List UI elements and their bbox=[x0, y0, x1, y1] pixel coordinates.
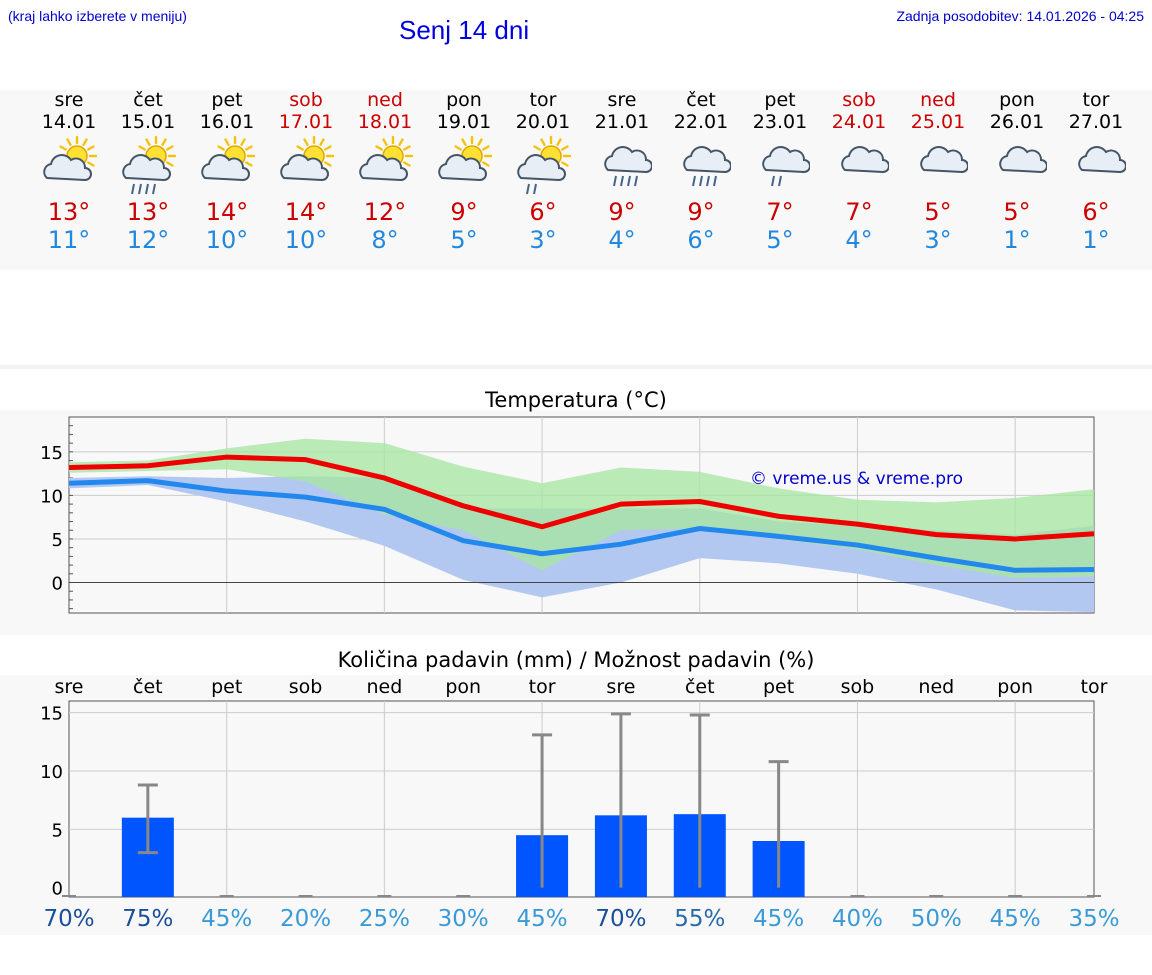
weather-sun-cloud-icon bbox=[355, 135, 415, 196]
weather-sun-cloud-rain-icon bbox=[118, 135, 178, 196]
temp-min: 10° bbox=[284, 226, 328, 254]
temp-max: 7° bbox=[766, 198, 794, 226]
location-hint: (kraj lahko izberete v meniju) bbox=[8, 8, 187, 24]
temp-max: 5° bbox=[1003, 198, 1031, 226]
temp-min: 11° bbox=[47, 226, 91, 254]
temp-band bbox=[0, 410, 1152, 635]
cloud-icon bbox=[201, 154, 250, 182]
day-name: čet bbox=[133, 89, 163, 111]
cloud-icon bbox=[841, 146, 890, 174]
temp-max: 5° bbox=[924, 198, 952, 226]
temp-max: 9° bbox=[450, 198, 478, 226]
temp-max: 9° bbox=[608, 198, 636, 226]
cloud-icon bbox=[1078, 146, 1127, 174]
temp-min: 1° bbox=[1082, 226, 1110, 254]
day-name: pet bbox=[211, 89, 243, 111]
temp-min: 8° bbox=[371, 226, 399, 254]
day-date: 22.01 bbox=[673, 111, 729, 133]
day-date: 23.01 bbox=[752, 111, 808, 133]
temp-min: 4° bbox=[845, 226, 873, 254]
temp-max: 14° bbox=[205, 198, 249, 226]
day-name: sre bbox=[607, 89, 637, 111]
day-name: pon bbox=[446, 89, 482, 111]
temp-max: 12° bbox=[363, 198, 407, 226]
day-name: sre bbox=[54, 89, 84, 111]
temp-min: 10° bbox=[205, 226, 249, 254]
temp-max: 13° bbox=[47, 198, 91, 226]
temp-min: 3° bbox=[924, 226, 952, 254]
day-date: 16.01 bbox=[199, 111, 255, 133]
weather-sun-cloud-icon bbox=[197, 135, 257, 196]
day-name: pet bbox=[764, 89, 796, 111]
temp-max: 13° bbox=[126, 198, 170, 226]
rain-icon bbox=[771, 175, 782, 187]
weather-cloud-icon bbox=[829, 136, 890, 196]
day-date: 18.01 bbox=[357, 111, 413, 133]
weather-cloud-icon bbox=[908, 136, 969, 196]
cloud-icon bbox=[604, 146, 653, 174]
cloud-icon bbox=[762, 146, 811, 174]
last-update: Zadnja posodobitev: 14.01.2026 - 04:25 bbox=[896, 8, 1144, 24]
day-name: čet bbox=[686, 89, 716, 111]
temp-max: 6° bbox=[1082, 198, 1110, 226]
day-date: 26.01 bbox=[989, 111, 1045, 133]
cloud-icon bbox=[517, 154, 566, 182]
day-date: 19.01 bbox=[436, 111, 492, 133]
day-name: tor bbox=[1082, 89, 1110, 111]
forecast-band bbox=[0, 90, 1152, 270]
day-date: 21.01 bbox=[594, 111, 650, 133]
temp-max: 7° bbox=[845, 198, 873, 226]
temp-min: 3° bbox=[529, 226, 557, 254]
weather-cloud-rain-icon bbox=[671, 136, 732, 196]
cloud-icon bbox=[999, 146, 1048, 174]
precip-band bbox=[0, 675, 1152, 935]
day-date: 14.01 bbox=[41, 111, 97, 133]
weather-sun-cloud-icon bbox=[276, 135, 336, 196]
cloud-icon bbox=[43, 154, 92, 182]
day-date: 15.01 bbox=[120, 111, 176, 133]
day-name: ned bbox=[920, 89, 956, 111]
temp-chart-title: Temperatura (°C) bbox=[485, 388, 667, 412]
weather-cloud-icon bbox=[1066, 136, 1127, 196]
rain-icon bbox=[131, 183, 156, 195]
cloud-icon bbox=[920, 146, 969, 174]
weather-cloud-rain-icon bbox=[592, 136, 653, 196]
precip-chart-title: Količina padavin (mm) / Možnost padavin … bbox=[337, 648, 815, 672]
temp-min: 5° bbox=[766, 226, 794, 254]
day-name: sob bbox=[289, 89, 323, 111]
day-date: 20.01 bbox=[515, 111, 571, 133]
cloud-icon bbox=[438, 154, 487, 182]
weather-sun-cloud-icon bbox=[434, 135, 494, 196]
temp-max: 14° bbox=[284, 198, 328, 226]
temp-max: 6° bbox=[529, 198, 557, 226]
weather-cloud-icon bbox=[987, 136, 1048, 196]
temp-min: 5° bbox=[450, 226, 478, 254]
temp-min: 12° bbox=[126, 226, 170, 254]
temp-max: 9° bbox=[687, 198, 715, 226]
day-date: 24.01 bbox=[831, 111, 887, 133]
rain-icon bbox=[613, 175, 638, 187]
page-title: Senj 14 dni bbox=[399, 15, 530, 45]
rain-icon bbox=[692, 175, 717, 187]
divider bbox=[0, 365, 1152, 369]
rain-icon bbox=[526, 183, 537, 195]
day-name: ned bbox=[367, 89, 403, 111]
day-name: sob bbox=[842, 89, 876, 111]
weather-sun-cloud-icon bbox=[39, 135, 99, 196]
day-date: 25.01 bbox=[910, 111, 966, 133]
temp-min: 6° bbox=[687, 226, 715, 254]
cloud-icon bbox=[683, 146, 732, 174]
cloud-icon bbox=[359, 154, 408, 182]
temp-min: 4° bbox=[608, 226, 636, 254]
day-name: tor bbox=[529, 89, 557, 111]
day-date: 27.01 bbox=[1068, 111, 1124, 133]
cloud-icon bbox=[122, 154, 171, 182]
cloud-icon bbox=[280, 154, 329, 182]
weather-sun-cloud-drizzle-icon bbox=[513, 135, 573, 196]
temp-min: 1° bbox=[1003, 226, 1031, 254]
day-date: 17.01 bbox=[278, 111, 334, 133]
weather-cloud-drizzle-icon bbox=[750, 136, 811, 196]
day-name: pon bbox=[999, 89, 1035, 111]
